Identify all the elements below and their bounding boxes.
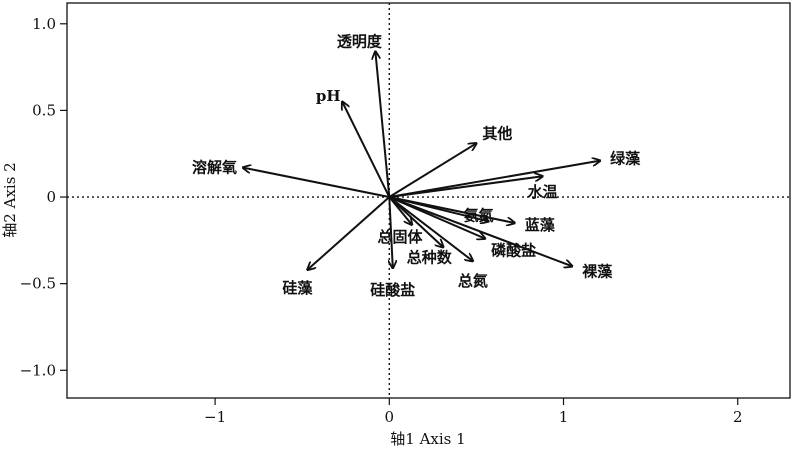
vector-label: 透明度 — [337, 33, 383, 51]
vector-label: 总氮 — [458, 272, 488, 290]
x-tick-label: 2 — [733, 408, 743, 426]
vector-arrow — [388, 143, 476, 198]
y-tick-label: 0.5 — [32, 101, 56, 119]
vector-arrow — [389, 176, 542, 199]
x-tick-label: 1 — [559, 408, 569, 426]
x-axis-ticks: −1 0 1 2 — [204, 398, 743, 426]
y-tick-label: −0.5 — [20, 275, 56, 293]
vector-arrow — [389, 196, 514, 223]
vector-label: 绿藻 — [610, 150, 641, 168]
vector-arrow — [388, 196, 443, 247]
vector-label: 硅藻 — [282, 279, 313, 297]
vector-label: 磷酸盐 — [491, 242, 536, 260]
vector-label: 其他 — [482, 124, 512, 142]
vector-arrow — [243, 168, 390, 199]
vector-label: 水温 — [528, 183, 558, 201]
y-tick-label: 1.0 — [32, 15, 56, 33]
vector-arrow — [389, 161, 600, 199]
y-tick-label: −1.0 — [20, 361, 56, 379]
y-tick-label: 0 — [46, 188, 56, 206]
vector-arrows — [243, 52, 600, 270]
x-axis-title: 轴1 Axis 1 — [390, 430, 465, 448]
vector-label: 氨氮 — [464, 206, 494, 224]
vector-label: 蓝藻 — [525, 216, 556, 234]
x-tick-label: 0 — [385, 408, 395, 426]
vector-arrow — [342, 102, 391, 198]
reference-lines — [67, 3, 790, 398]
vector-arrow — [388, 196, 572, 266]
x-tick-label: −1 — [204, 408, 226, 426]
plot-frame — [66, 2, 791, 399]
vector-arrow — [375, 52, 391, 198]
vector-label: 总种数 — [407, 248, 453, 266]
vector-label: 溶解氧 — [192, 159, 237, 177]
vector-label: 总固体 — [377, 228, 423, 246]
vector-label: pH — [316, 87, 341, 105]
vector-label: 裸藻 — [582, 262, 613, 280]
y-axis-ticks: −1.0 −0.5 0 0.5 1.0 — [20, 15, 67, 379]
vector-arrow — [389, 196, 392, 268]
vector-label: 硅酸盐 — [370, 281, 415, 299]
vector-arrow — [388, 196, 473, 261]
y-axis-title: 轴2 Axis 2 — [1, 162, 19, 237]
vector-arrow — [307, 196, 390, 270]
